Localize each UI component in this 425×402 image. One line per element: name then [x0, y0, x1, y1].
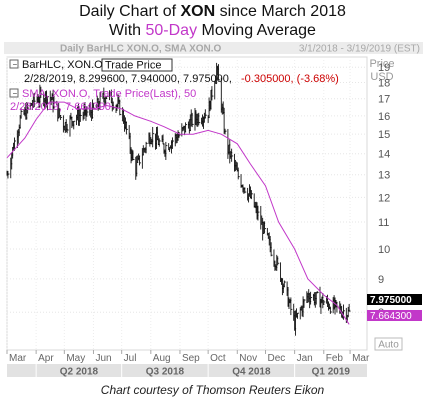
chart-title-line2: With 50-Day Moving Average: [109, 22, 316, 39]
chart-header-title: Daily BarHLC XON.O, SMA XON.O: [60, 44, 222, 55]
x-tick-label: Mar: [9, 353, 27, 364]
x-tick-label: Aug: [153, 353, 171, 364]
grid-lines: [6, 57, 367, 350]
svg-text:−: −: [13, 60, 18, 69]
y-tick-label: 10: [378, 244, 390, 256]
legend-bar-name: BarHLC, XON.O,: [22, 59, 106, 71]
y-axis-ticks: 8910111213141516171819: [378, 62, 390, 319]
trade-price-field-label: Trade Price: [105, 60, 161, 72]
price-axis-label: Price: [369, 58, 394, 70]
x-tick-label: Nov: [239, 353, 257, 364]
chart-header-bar: [4, 42, 423, 54]
y-tick-label: 16: [378, 111, 390, 123]
quarter-label: Q4 2018: [232, 367, 271, 378]
y-tick-label: 15: [378, 129, 390, 141]
x-tick-label: Feb: [326, 353, 344, 364]
last-sma-tag: [367, 310, 422, 321]
x-axis-quarters: Q2 2018 Q3 2018 Q4 2018 Q1 2019: [35, 364, 351, 378]
x-tick-label: Jun: [95, 353, 111, 364]
quarter-label: Q2 2018: [60, 367, 99, 378]
x-tick-label: Mar: [352, 353, 370, 364]
y-tick-label: 12: [378, 192, 390, 204]
x-tick-label: May: [66, 353, 85, 364]
auto-scale-label: Auto: [378, 340, 399, 351]
legend-bar-values: 2/28/2019, 8.299600, 7.940000, 7.975000,: [24, 73, 232, 85]
last-sma-value: 7.664300: [370, 311, 412, 322]
legend-sma-swatch-icon[interactable]: [9, 88, 19, 98]
y-tick-label: 9: [378, 274, 384, 286]
x-tick-label: Sep: [182, 353, 200, 364]
y-tick-label: 11: [378, 217, 389, 229]
y-tick-label: 18: [378, 78, 390, 90]
last-price-tag: [367, 294, 422, 305]
x-tick-label: Apr: [38, 353, 54, 364]
trade-price-field[interactable]: [101, 58, 173, 72]
quarter-label: Q3 2018: [146, 367, 185, 378]
currency-axis-label: USD: [370, 71, 393, 83]
y-tick-label: 17: [378, 94, 390, 106]
y-tick-label: 14: [378, 149, 390, 161]
y-tick-label: 19: [378, 62, 390, 74]
last-price-value: 7.975000: [370, 295, 412, 306]
legend-sma-name: SMA, XON.O, Trade Price(Last), 50: [22, 88, 196, 100]
x-tick-label: Jul: [124, 353, 137, 364]
legend-bar-swatch-icon[interactable]: [9, 59, 19, 69]
x-tick-label: Dec: [267, 353, 285, 364]
legend-sma-values: 2/28/2019, 7.664300: [10, 101, 111, 113]
legend-bar-change: -0.305000, (-3.68%): [241, 73, 339, 85]
quarter-label: Q1 2019: [312, 367, 351, 378]
x-axis-ticks: Mar Apr May Jun Jul Aug Sep Oct Nov Dec Jan Feb Mar: [6, 350, 370, 364]
svg-text:−: −: [13, 89, 18, 98]
chart-credit: Chart courtesy of Thomson Reuters Eikon: [100, 383, 325, 397]
quarter-bar: [7, 364, 367, 377]
x-tick-label: Jan: [297, 353, 313, 364]
chart-title-line1: Daily Chart of XON since March 2018: [79, 3, 346, 20]
y-tick-label: 13: [378, 170, 390, 182]
auto-scale-button[interactable]: [374, 337, 403, 351]
sma-line: [6, 101, 350, 325]
x-tick-label: Oct: [210, 353, 226, 364]
chart-header-range: 3/1/2018 - 3/19/2019 (EST): [299, 44, 420, 55]
legend: − BarHLC, XON.O, Trade Price 2/28/2019, …: [9, 58, 339, 113]
